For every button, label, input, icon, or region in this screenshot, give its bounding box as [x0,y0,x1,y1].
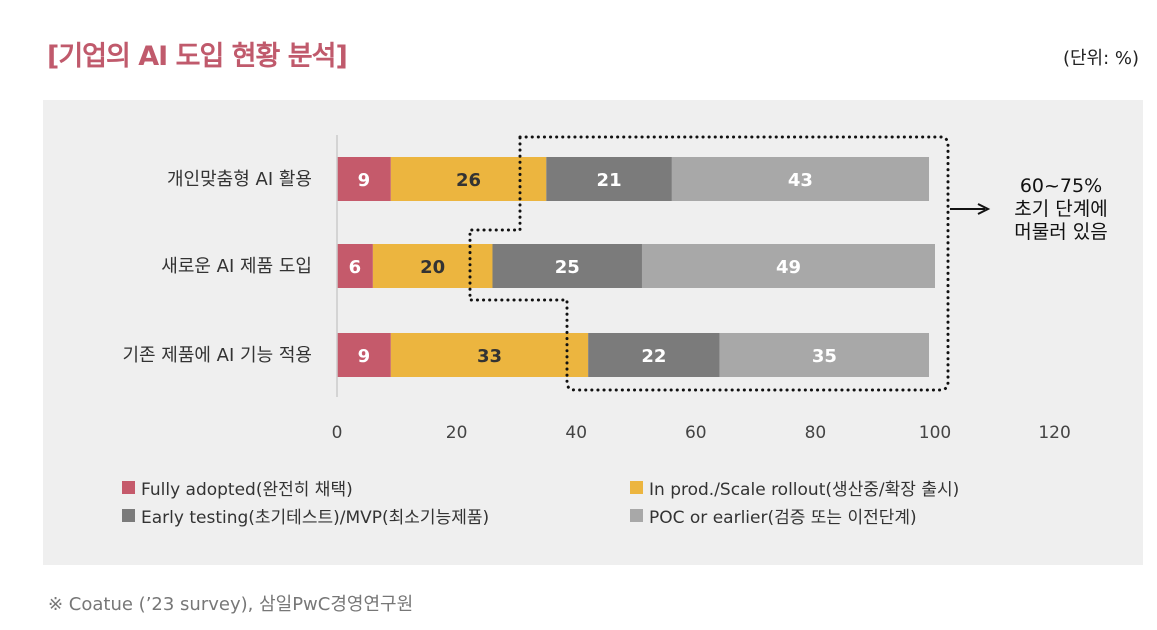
bar-segment [372,244,493,288]
data-label: 9 [358,346,371,367]
arrow-head-icon [977,203,991,215]
data-label: 21 [597,170,622,191]
bar-segment [390,333,589,377]
data-label: 20 [420,257,445,278]
bar-segment [337,244,373,288]
legend-swatch [630,509,643,522]
legend-label: Early testing(초기테스트)/MVP(최소기능제품) [141,508,490,528]
data-label: 9 [358,170,371,191]
chart-title: [기업의 AI 도입 현황 분석] [47,41,348,72]
footnote: ※ Coatue (’23 survey), 삼일PwC경영연구원 [48,594,414,615]
category-label: 개인맞춤형 AI 활용 [167,169,312,190]
legend-label: In prod./Scale rollout(생산중/확장 출시) [649,480,960,500]
x-tick-label: 40 [565,423,587,443]
x-tick-label: 0 [332,423,343,443]
legend-label: Fully adopted(완전히 채택) [141,480,353,500]
legend-label: POC or earlier(검증 또는 이전단계) [649,508,917,528]
data-label: 33 [477,346,502,367]
x-tick-label: 60 [685,423,707,443]
x-tick-label: 120 [1038,423,1070,443]
legend-swatch [122,509,135,522]
bar-segment [671,157,930,201]
x-tick-label: 20 [446,423,468,443]
legend-swatch [630,481,643,494]
category-label: 기존 제품에 AI 기능 적용 [122,345,312,366]
annotation-text: 초기 단계에 [1014,198,1107,220]
data-label: 26 [456,170,481,191]
bar-segment [588,333,720,377]
x-tick-label: 100 [919,423,951,443]
bar-segment [719,333,930,377]
bar-segment [546,157,672,201]
unit-label: (단위: %) [1062,48,1139,69]
legend-item-early-testing: Early testing(초기테스트)/MVP(최소기능제품) [122,503,489,528]
data-label: 49 [776,257,801,278]
legend-item-fully-adopted: Fully adopted(완전히 채택) [122,475,353,500]
annotation-text: 머물러 있음 [1014,221,1107,243]
data-label: 22 [641,346,666,367]
data-label: 6 [349,257,362,278]
data-label: 43 [788,170,813,191]
highlight-dotted-outline [468,135,950,392]
data-label: 25 [555,257,580,278]
annotation-text: 60~75% [1020,175,1102,197]
bar-segment [641,244,935,288]
data-label: 35 [812,346,837,367]
x-tick-label: 80 [805,423,827,443]
bar-segment [337,157,391,201]
legend-swatch [122,481,135,494]
legend-item-in-prod: In prod./Scale rollout(생산중/확장 출시) [630,475,959,500]
bar-segment [492,244,642,288]
category-label: 새로운 AI 제품 도입 [161,256,312,277]
legend-item-poc: POC or earlier(검증 또는 이전단계) [630,503,917,528]
bar-segment [337,333,391,377]
